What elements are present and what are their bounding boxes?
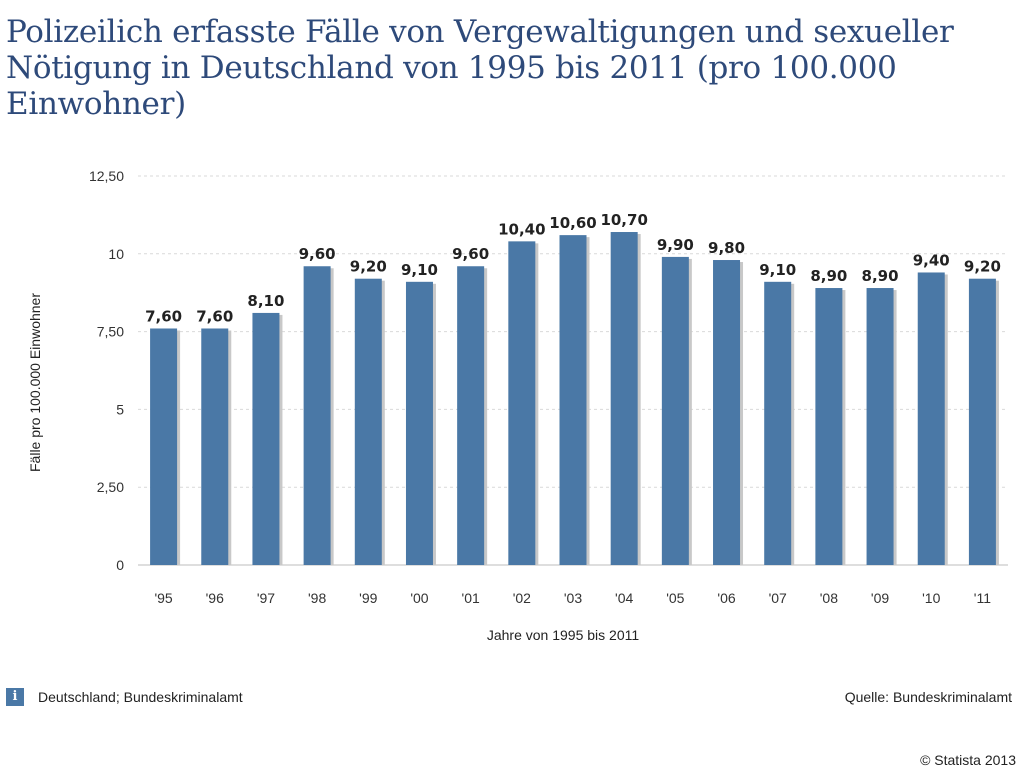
x-tick-label: '02 bbox=[513, 590, 531, 606]
data-label: 9,20 bbox=[350, 258, 387, 276]
data-label: 9,80 bbox=[708, 239, 745, 257]
data-label: 10,40 bbox=[498, 220, 545, 238]
chart-title: Polizeilich erfasste Fälle von Vergewalt… bbox=[6, 14, 1006, 122]
bar bbox=[559, 235, 587, 565]
copyright-text: © Statista 2013 bbox=[920, 752, 1016, 768]
footer-info: i Deutschland; Bundeskriminalamt bbox=[6, 688, 243, 706]
y-tick-label: 5 bbox=[116, 401, 124, 417]
bar bbox=[354, 278, 382, 565]
x-tick-label: '99 bbox=[359, 590, 377, 606]
x-tick-label: '10 bbox=[922, 590, 940, 606]
x-tick-label: '97 bbox=[257, 590, 275, 606]
x-tick-label: '04 bbox=[615, 590, 633, 606]
x-tick-label: '01 bbox=[462, 590, 480, 606]
footer-info-text: Deutschland; Bundeskriminalamt bbox=[38, 689, 243, 705]
y-tick-label: 0 bbox=[116, 557, 124, 573]
chart-title-line: Einwohner) bbox=[6, 86, 186, 122]
bar bbox=[150, 328, 178, 565]
data-label: 7,60 bbox=[196, 307, 233, 325]
x-axis-label: Jahre von 1995 bis 2011 bbox=[487, 627, 640, 643]
data-label: 10,70 bbox=[600, 211, 647, 229]
bar bbox=[917, 272, 945, 565]
bar bbox=[457, 266, 485, 565]
data-label: 9,60 bbox=[299, 245, 336, 263]
bar bbox=[405, 281, 433, 565]
x-tick-label: '08 bbox=[820, 590, 838, 606]
x-tick-label: '11 bbox=[974, 590, 991, 606]
x-tick-label: '00 bbox=[410, 590, 428, 606]
bar bbox=[968, 278, 996, 565]
x-tick-label: '05 bbox=[666, 590, 684, 606]
x-tick-label: '06 bbox=[717, 590, 735, 606]
bar bbox=[661, 256, 689, 565]
data-label: 9,90 bbox=[657, 236, 694, 254]
data-label: 9,10 bbox=[401, 261, 438, 279]
data-label: 7,60 bbox=[145, 307, 182, 325]
data-label: 10,60 bbox=[549, 214, 596, 232]
bar bbox=[508, 241, 536, 565]
y-tick-label: 2,50 bbox=[97, 479, 124, 495]
y-tick-label: 12,50 bbox=[89, 168, 124, 184]
data-label: 8,10 bbox=[247, 292, 284, 310]
data-label: 9,20 bbox=[964, 258, 1001, 276]
bar bbox=[303, 266, 331, 565]
x-tick-label: '07 bbox=[769, 590, 787, 606]
chart-title-line: Nötigung in Deutschland von 1995 bis 201… bbox=[6, 50, 897, 86]
bar bbox=[815, 288, 843, 565]
bar bbox=[713, 260, 741, 565]
y-axis-label: Fälle pro 100.000 Einwohner bbox=[27, 293, 43, 472]
x-tick-label: '96 bbox=[206, 590, 224, 606]
chart-title-line: Polizeilich erfasste Fälle von Vergewalt… bbox=[6, 14, 954, 50]
y-tick-label: 7,50 bbox=[97, 324, 124, 340]
bar bbox=[866, 288, 894, 565]
data-label: 9,10 bbox=[759, 261, 796, 279]
bar bbox=[764, 281, 792, 565]
data-label: 9,60 bbox=[452, 245, 489, 263]
x-tick-label: '95 bbox=[154, 590, 172, 606]
source-text: Quelle: Bundeskriminalamt bbox=[844, 689, 1012, 705]
bar-chart: 0 2,50 5 7,50 10 12,50 7,60 '95 7,60 '96 8,10 '97 9,… bbox=[27, 168, 1008, 643]
bar bbox=[201, 328, 229, 565]
x-tick-label: '09 bbox=[871, 590, 889, 606]
bar bbox=[610, 232, 638, 565]
info-icon[interactable]: i bbox=[6, 688, 24, 706]
data-label: 8,90 bbox=[862, 267, 899, 285]
x-tick-label: '03 bbox=[564, 590, 582, 606]
y-tick-label: 10 bbox=[108, 246, 124, 262]
data-label: 8,90 bbox=[810, 267, 847, 285]
x-tick-label: '98 bbox=[308, 590, 326, 606]
bar bbox=[252, 312, 280, 565]
data-label: 9,40 bbox=[913, 251, 950, 269]
